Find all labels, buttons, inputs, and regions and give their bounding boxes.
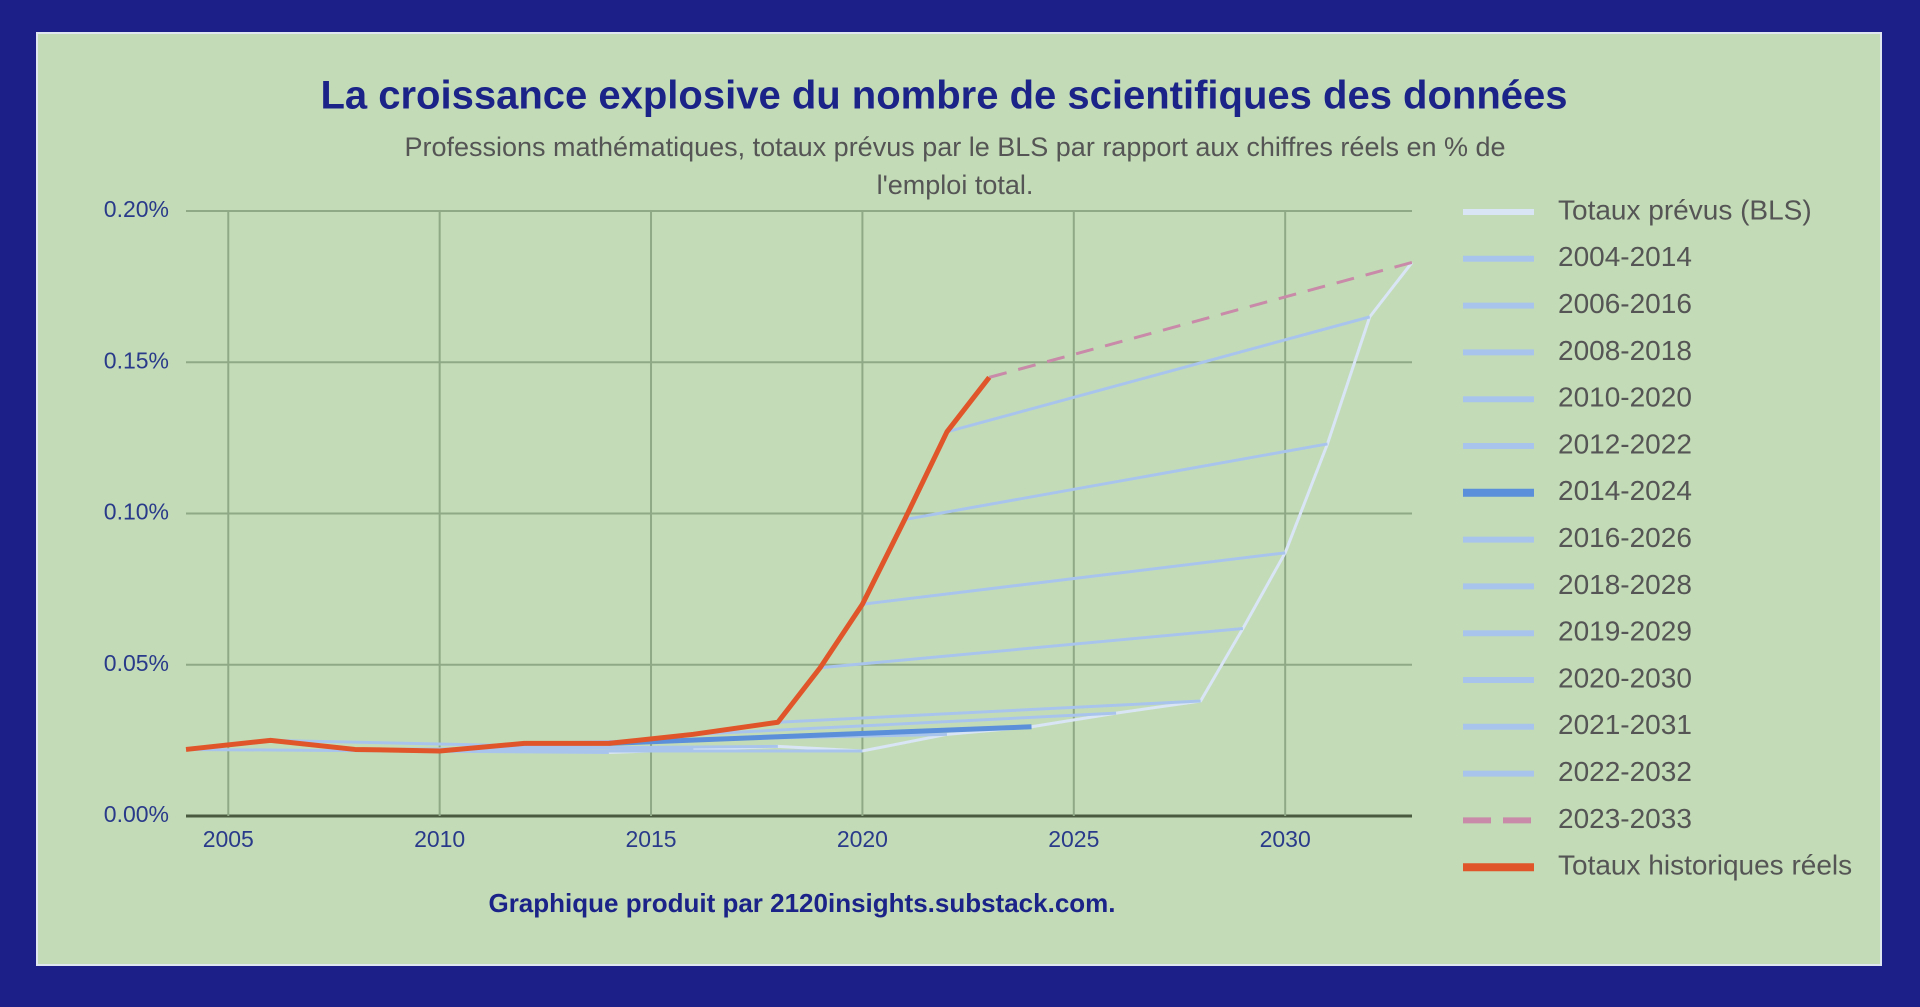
footnote: Graphique produit par 2120insights.subst… [488,888,1115,918]
y-tick-label: 0.10% [104,499,169,525]
series-line [185,375,992,754]
series-line [777,699,1201,724]
legend-label: Totaux historiques réels [1558,850,1852,881]
x-tick-label: 2015 [625,826,676,852]
legend-label: 2018-2028 [1558,569,1692,600]
x-tick-label: 2025 [1048,826,1099,852]
chart-subtitle: Professions mathématiques, totaux prévus… [404,132,1506,200]
legend-label: 2020-2030 [1558,662,1692,693]
y-tick-label: 0.00% [104,801,169,827]
legend-label: Totaux prévus (BLS) [1558,194,1812,225]
series-line [693,711,1117,736]
x-tick-label: 2020 [837,826,888,852]
y-tick-label: 0.15% [104,347,169,373]
series-line [946,315,1371,434]
legend-label: 2010-2020 [1558,382,1692,413]
legend-label: 2008-2018 [1558,335,1692,366]
legend-label: 2004-2014 [1558,241,1692,272]
series-line [608,724,1032,746]
legend-label: 2006-2016 [1558,288,1692,319]
series-line [904,442,1328,522]
y-tick-label: 0.05% [104,650,169,676]
series-line [819,626,1244,670]
legend-label: 2012-2022 [1558,428,1692,459]
legend-label: 2022-2032 [1558,756,1692,787]
legend-label: 2021-2031 [1558,709,1692,740]
chart-panel [36,32,1882,966]
legend-label: 2016-2026 [1558,522,1692,553]
legend-label: 2019-2029 [1558,616,1692,647]
series-line [988,260,1413,379]
y-tick-label: 0.20% [104,196,169,222]
series-line [862,551,1286,606]
x-tick-label: 2010 [414,826,465,852]
legend-label: 2023-2033 [1558,803,1692,834]
chart-title: La croissance explosive du nombre de sci… [320,74,1567,118]
x-tick-label: 2030 [1260,826,1311,852]
x-tick-label: 2005 [203,826,254,852]
legend-label: 2014-2024 [1558,475,1692,506]
